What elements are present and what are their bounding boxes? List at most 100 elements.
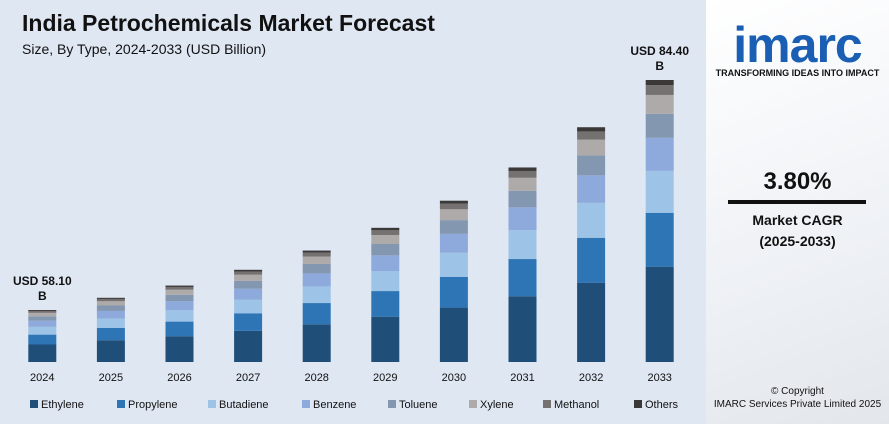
bar-segment [439, 220, 468, 234]
bar-segment [577, 202, 606, 238]
bar-segment [577, 139, 606, 156]
legend-swatch [634, 400, 642, 408]
bar-segment [96, 301, 125, 306]
bar-segment [234, 330, 263, 362]
bar-segment [645, 80, 674, 86]
copyright: © Copyright [771, 386, 824, 397]
bar-segment [165, 286, 194, 290]
bar-segment [508, 170, 537, 178]
legend-label: Others [645, 399, 679, 411]
bar-segment [508, 207, 537, 231]
bar-segment [508, 167, 537, 171]
legend-label: Benzene [313, 399, 356, 411]
logo: imarc [733, 17, 862, 73]
bar-segment [28, 316, 57, 321]
legend-label: Butadiene [219, 399, 269, 411]
bar-segment [439, 209, 468, 221]
total-label: USD 58.10 B [12, 274, 72, 304]
bar-segment [165, 336, 194, 362]
bar-segment [508, 259, 537, 297]
x-tick-label: 2029 [373, 372, 397, 384]
bar-segment [234, 280, 263, 289]
bar-segment [371, 291, 400, 317]
bar-segment [577, 155, 606, 176]
legend-label: Xylene [480, 399, 514, 411]
bar-segment [439, 203, 468, 210]
bar-segment [645, 113, 674, 138]
legend-label: Ethylene [41, 399, 84, 411]
bar-segment [302, 263, 331, 274]
x-tick-label: 2033 [647, 372, 671, 384]
bar-segment [302, 303, 331, 325]
bar-segment [302, 273, 331, 287]
bar-segment [234, 299, 263, 314]
bar-segment [28, 344, 57, 362]
legend-label: Propylene [128, 399, 178, 411]
bar-segment [439, 200, 468, 204]
x-tick-label: 2027 [236, 372, 260, 384]
bar-segment [577, 131, 606, 140]
bar-segment [371, 255, 400, 272]
bar-segment [645, 137, 674, 171]
x-tick-label: 2028 [304, 372, 328, 384]
bar-segment [165, 289, 194, 295]
bar-segment [28, 334, 57, 345]
bar-segment [577, 127, 606, 132]
x-tick-label: 2026 [167, 372, 191, 384]
bar-segment [96, 310, 125, 319]
total-label: USD 84.40 B [630, 44, 690, 73]
x-tick-label: 2024 [30, 372, 54, 384]
bar-segment [96, 318, 125, 328]
divider [728, 200, 866, 204]
chart-subtitle: Size, By Type, 2024-2033 (USD Billion) [22, 41, 267, 57]
bar-segment [439, 233, 468, 253]
bar-segment [439, 252, 468, 277]
bar-segment [302, 252, 331, 257]
x-tick-label: 2032 [579, 372, 603, 384]
bar-segment [234, 313, 263, 331]
chart: 2024 2025 2026 2027 2028 2029 2030 2031 2032 2033… [28, 80, 679, 411]
bar-segment [28, 320, 57, 327]
bar-segment [577, 237, 606, 283]
bar-segment [302, 324, 331, 362]
bar-segment [96, 340, 125, 362]
bar-segment [96, 297, 125, 299]
legend-label: Methanol [554, 399, 599, 411]
chart-title: India Petrochemicals Market Forecast [22, 10, 435, 36]
x-tick-label: 2031 [510, 372, 534, 384]
cagr-value: 3.80% [763, 168, 832, 195]
bar-segment [645, 94, 674, 114]
legend-swatch [302, 400, 310, 408]
bar-segment [302, 256, 331, 264]
bar-segment [371, 230, 400, 235]
bar-segment [371, 227, 400, 231]
bar-segment [577, 175, 606, 203]
bar-segment [645, 85, 674, 95]
bar-segment [371, 244, 400, 256]
bar-segment [508, 230, 537, 260]
company: IMARC Services Private Limited 2025 [713, 399, 882, 410]
bar-segment [645, 212, 674, 267]
bar-segment [234, 271, 263, 275]
bar-segment [28, 326, 57, 335]
legend-label: Toluene [399, 399, 438, 411]
x-tick-label: 2030 [442, 372, 466, 384]
legend-swatch [117, 400, 125, 408]
cagr-period: (2025-2033) [759, 233, 836, 249]
bar-segment [371, 316, 400, 362]
legend-swatch [208, 400, 216, 408]
bar-segment [508, 296, 537, 362]
bar-segment [165, 294, 194, 302]
bar-segment [508, 190, 537, 208]
bar-segment [28, 312, 57, 317]
bar-segment [165, 285, 194, 287]
bar-segment [28, 310, 57, 312]
bar-segment [371, 271, 400, 292]
bar-segment [165, 301, 194, 311]
bar-segment [165, 321, 194, 337]
bar-segment [302, 286, 331, 304]
bar-segment [165, 310, 194, 322]
bar-segment [96, 327, 125, 341]
bar-segment [439, 307, 468, 362]
